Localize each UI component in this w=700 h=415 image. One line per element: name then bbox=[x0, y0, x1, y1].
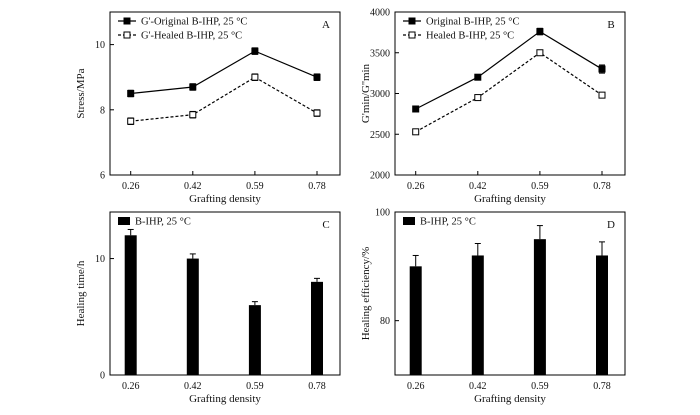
panel-b: 2000 2500 3000 3500 4000 0.26 0.42 0.59 0.78 Graf… bbox=[360, 8, 626, 205]
plot-frame bbox=[109, 11, 341, 176]
data-point bbox=[536, 28, 544, 36]
data-point bbox=[474, 94, 482, 102]
y-tick-label: 10 bbox=[95, 254, 105, 265]
legend-swatch bbox=[118, 217, 130, 225]
legend-marker bbox=[123, 17, 131, 25]
x-tick-label: 0.78 bbox=[593, 381, 611, 392]
x-axis-label: Grafting density bbox=[189, 193, 261, 205]
x-tick-label: 0.42 bbox=[469, 181, 487, 192]
data-point bbox=[598, 91, 606, 99]
y-tick-label: 4000 bbox=[370, 8, 390, 19]
data-point bbox=[412, 105, 420, 113]
x-tick-label: 0.59 bbox=[246, 181, 264, 192]
series-line bbox=[415, 30, 603, 110]
plot-frame bbox=[394, 211, 626, 376]
x-axis-label: Grafting density bbox=[474, 393, 546, 405]
bar bbox=[596, 255, 608, 375]
y-tick-label: 80 bbox=[380, 316, 390, 327]
bar bbox=[409, 266, 422, 375]
x-tick-label: 0.78 bbox=[308, 381, 326, 392]
y-axis-label: G'min/G''min bbox=[360, 63, 372, 123]
x-tick-label: 0.78 bbox=[308, 181, 326, 192]
y-axis-label: Healing efficiency/% bbox=[360, 247, 372, 341]
bar bbox=[533, 239, 546, 375]
x-tick-label: 0.26 bbox=[407, 381, 425, 392]
data-point bbox=[189, 111, 197, 119]
legend-label: G'-Original B-IHP, 25 °C bbox=[141, 17, 247, 28]
series-line bbox=[130, 76, 318, 122]
y-axis-label: Stress/MPa bbox=[75, 68, 87, 118]
series-line bbox=[415, 52, 603, 133]
legend-label: Original B-IHP, 25 °C bbox=[426, 17, 519, 28]
bar bbox=[311, 281, 323, 375]
x-tick-label: 0.42 bbox=[184, 181, 202, 192]
data-point bbox=[127, 117, 135, 125]
legend-swatch bbox=[403, 217, 415, 225]
y-axis-label: Healing time/h bbox=[75, 260, 87, 326]
panel-letter: C bbox=[322, 219, 329, 231]
y-tick-label: 2000 bbox=[370, 171, 390, 182]
y-tick-label: 3000 bbox=[370, 89, 390, 100]
data-point bbox=[313, 109, 321, 117]
x-tick-label: 0.26 bbox=[122, 381, 140, 392]
series-line bbox=[130, 50, 318, 95]
panel-letter: A bbox=[322, 19, 330, 31]
bar bbox=[124, 235, 137, 375]
y-tick-label: 3500 bbox=[370, 48, 390, 59]
bar bbox=[186, 258, 199, 375]
panel-letter: B bbox=[607, 19, 614, 31]
x-tick-label: 0.26 bbox=[407, 181, 425, 192]
panel-letter: D bbox=[607, 219, 615, 231]
data-point bbox=[251, 73, 259, 81]
data-point bbox=[598, 65, 606, 73]
panel-c: 0 10 0.26 0.42 0.59 0.78 Grafting density Heali… bbox=[75, 211, 341, 405]
y-tick-label: 10 bbox=[95, 40, 105, 51]
x-tick-label: 0.42 bbox=[469, 381, 487, 392]
data-point bbox=[474, 73, 482, 81]
legend-label: Healed B-IHP, 25 °C bbox=[426, 31, 514, 42]
bar bbox=[248, 305, 261, 375]
y-tick-label: 2500 bbox=[370, 130, 390, 141]
data-point bbox=[251, 47, 259, 55]
x-tick-label: 0.78 bbox=[593, 181, 611, 192]
x-tick-label: 0.59 bbox=[246, 381, 264, 392]
legend-marker bbox=[408, 31, 416, 39]
legend-marker bbox=[408, 17, 416, 25]
x-tick-label: 0.59 bbox=[531, 381, 549, 392]
x-tick-label: 0.26 bbox=[122, 181, 140, 192]
y-tick-label: 8 bbox=[100, 105, 105, 116]
y-tick-label: 6 bbox=[100, 171, 105, 182]
y-tick-label: 100 bbox=[375, 208, 390, 219]
data-point bbox=[189, 83, 197, 91]
bar bbox=[471, 255, 484, 375]
data-point bbox=[313, 73, 321, 81]
panel-d: 80 100 0.26 0.42 0.59 0.78 Grafting density Hea… bbox=[360, 208, 626, 405]
x-tick-label: 0.59 bbox=[531, 181, 549, 192]
legend-marker bbox=[123, 31, 131, 39]
x-axis-label: Grafting density bbox=[189, 393, 261, 405]
legend-label: G'-Healed B-IHP, 25 °C bbox=[141, 31, 242, 42]
y-tick-label: 0 bbox=[100, 371, 105, 382]
data-point bbox=[127, 90, 135, 97]
data-point bbox=[536, 49, 544, 57]
plot-frame bbox=[109, 211, 341, 376]
legend-label: B-IHP, 25 °C bbox=[420, 217, 476, 228]
x-axis-label: Grafting density bbox=[474, 193, 546, 205]
x-tick-label: 0.42 bbox=[184, 381, 202, 392]
panel-a: 6 8 10 0.26 0.42 0.59 0.78 Grafting density Stre… bbox=[75, 11, 341, 205]
legend-label: B-IHP, 25 °C bbox=[135, 217, 191, 228]
data-point bbox=[412, 128, 420, 136]
